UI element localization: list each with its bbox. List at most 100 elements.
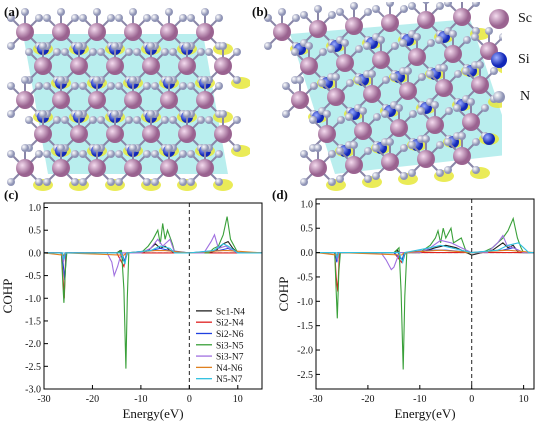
sc-atom — [462, 113, 480, 131]
n-atom — [7, 150, 15, 158]
n-atom — [71, 82, 79, 90]
x-tick-label: -20 — [86, 394, 99, 405]
n-atom — [39, 42, 47, 50]
y-tick-label: -0.5 — [25, 271, 41, 282]
n-atom — [408, 169, 416, 177]
sc-atom — [160, 23, 178, 41]
n-atom — [499, 33, 502, 41]
n-atom — [364, 175, 372, 183]
n-atom — [97, 116, 105, 124]
sc-atom — [363, 85, 381, 103]
n-atom — [472, 166, 480, 174]
series-line-series-7 — [316, 242, 534, 265]
sc-atom — [453, 147, 471, 165]
n-atom — [336, 175, 344, 183]
n-atom — [422, 2, 430, 4]
n-atom — [187, 14, 195, 22]
n-atom — [400, 172, 408, 180]
n-atom — [444, 138, 452, 146]
n-atom — [300, 178, 308, 186]
n-atom — [422, 135, 430, 143]
n-atom — [61, 48, 69, 56]
n-atom — [219, 110, 227, 118]
n-atom — [179, 178, 187, 186]
n-atom — [327, 45, 335, 53]
n-atom — [183, 42, 191, 50]
n-atom — [7, 82, 15, 90]
n-atom — [336, 8, 344, 16]
series-line-series-2 — [316, 252, 534, 292]
n-atom — [485, 27, 493, 35]
y-tick-label: -0.5 — [297, 272, 313, 283]
y-tick-label: -2.0 — [25, 339, 41, 350]
n-atom — [79, 178, 87, 186]
x-tick-label: 0 — [187, 394, 192, 405]
sc-atom — [142, 57, 160, 75]
n-atom — [107, 14, 115, 22]
n-atom — [345, 113, 353, 121]
n-atom — [125, 48, 133, 56]
n-atom — [43, 178, 51, 186]
plot-frame — [315, 198, 535, 390]
x-tick-label: -30 — [37, 394, 50, 405]
n-atom — [341, 39, 349, 47]
sc-atom — [471, 76, 489, 94]
n-atom — [417, 107, 425, 115]
n-atom — [93, 76, 101, 84]
n-atom — [79, 14, 87, 22]
si-atom — [483, 133, 495, 145]
sc-atom — [52, 91, 70, 109]
y-tick-label: 1.0 — [301, 199, 314, 210]
sc-atom — [372, 51, 390, 69]
x-tick-label: -20 — [361, 394, 374, 405]
n-atom — [35, 150, 43, 158]
sc-atom — [196, 159, 214, 177]
n-atom — [7, 110, 15, 118]
y-tick-label: 0.5 — [29, 226, 42, 237]
n-atom — [205, 48, 213, 56]
sc-atom — [52, 23, 70, 41]
legend-n-label: N — [520, 89, 531, 104]
n-atom — [282, 110, 290, 118]
n-atom — [354, 76, 362, 84]
atom-legend: Sc Si N — [488, 8, 548, 118]
n-atom — [115, 150, 123, 158]
y-tick-label: -1.5 — [297, 321, 313, 332]
sc-atom — [124, 159, 142, 177]
n-atom — [449, 30, 457, 38]
n-atom — [381, 110, 389, 118]
n-atom — [310, 82, 318, 90]
y-tick-label: -2.5 — [297, 370, 313, 381]
n-atom — [183, 110, 191, 118]
n-atom — [7, 14, 15, 22]
n-atom — [233, 48, 241, 56]
sc-atom — [70, 57, 88, 75]
y-tick-label: -2.5 — [25, 362, 41, 373]
n-atom — [165, 8, 173, 16]
n-atom — [282, 82, 290, 90]
n-atom — [151, 82, 159, 90]
sc-atom — [408, 48, 426, 66]
n-atom — [359, 107, 367, 115]
sc-atom — [178, 57, 196, 75]
n-atom — [436, 2, 444, 10]
n-atom — [328, 11, 336, 19]
n-atom — [413, 33, 421, 41]
n-atom — [143, 178, 151, 186]
n-atom — [426, 70, 434, 78]
n-atom — [467, 98, 475, 106]
x-axis-label: Energy(eV) — [394, 406, 455, 421]
sc-atom — [52, 159, 70, 177]
sc-atom — [309, 20, 327, 38]
n-atom — [143, 14, 151, 22]
panel-label-a: (a) — [4, 4, 20, 19]
n-atom — [364, 147, 372, 155]
n-atom — [458, 132, 466, 140]
n-atom — [43, 82, 51, 90]
y-tick-label: -2.0 — [297, 346, 313, 357]
n-atom — [372, 144, 380, 152]
series-line-si3-n7 — [44, 233, 262, 278]
y-tick-label: -1.0 — [297, 297, 313, 308]
n-atom — [43, 150, 51, 158]
n-atom — [7, 42, 15, 50]
